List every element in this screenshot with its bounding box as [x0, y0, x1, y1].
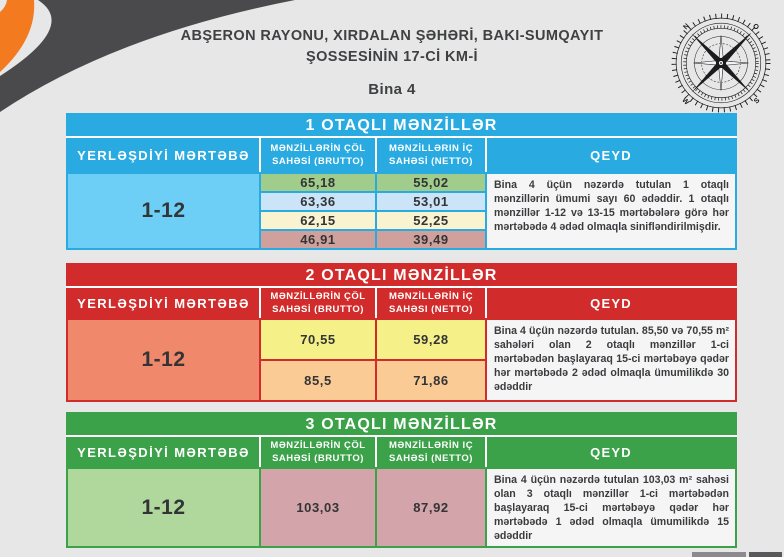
brutto-value: 63,36: [259, 191, 377, 212]
table-row: 63,36 53,01: [67, 191, 736, 212]
table-row: 1-12 65,18 55,02 Bina 4 üçün nəzərdə tut…: [66, 172, 737, 250]
column-header-brutto: MƏNZİLLƏRİN ÇÖL SAHƏSİ (BRUTTO): [259, 435, 377, 469]
page-title-line1: ABŞERON RAYONU, XIRDALAN ŞƏHƏRİ, BAKI-SU…: [180, 28, 604, 44]
table-title-three-room: 3 OTAQLI MƏNZİLLƏR: [66, 412, 737, 437]
note-cell: Bina 4 üçün nəzərdə tutulan 1 otaqlı mən…: [485, 172, 737, 250]
brutto-value: 62,15: [259, 210, 377, 231]
floor-range-cell: 1-12: [66, 318, 261, 402]
brutto-value: 85,5: [259, 359, 377, 402]
column-header-floor: YERLƏŞDİYİ MƏRTƏBƏ: [66, 435, 261, 469]
brutto-value: 70,55: [259, 318, 377, 361]
one-room-apartments-table: 1 OTAQLI MƏNZİLLƏR YERLƏŞDİYİ MƏRTƏBƏ MƏ…: [66, 113, 737, 250]
column-header-brutto: MƏNZİLLƏRİN ÇÖL SAHƏSİ (BRUTTO): [259, 136, 377, 174]
two-room-apartments-table: 2 OTAQLI MƏNZİLLƏR YERLƏŞDİYİ MƏRTƏBƏ MƏ…: [66, 263, 737, 402]
compass-letter-ne: O: [751, 22, 761, 32]
bottom-edge-fragment: [692, 552, 746, 557]
building-label: Bina 4: [368, 81, 416, 98]
netto-value: 59,28: [375, 318, 487, 361]
table-row: 1-12 103,03 87,92 Bina 4 üçün nəzərdə tu…: [66, 466, 737, 549]
brutto-value: 65,18: [259, 172, 377, 193]
note-text: Bina 4 üçün nəzərdə tutulan 103,03 m² sa…: [494, 474, 729, 543]
table-row: 85,5 71,86: [67, 359, 736, 402]
column-header-netto: MƏNZİLLƏRİN IÇ SAHƏSİ (NETTO): [375, 435, 487, 469]
table-row: 62,15 52,25: [67, 210, 736, 231]
floor-range-cell: 1-12: [66, 172, 261, 250]
column-header-note: QEYD: [485, 136, 737, 174]
note-text: Bina 4 üçün nəzərdə tutulan. 85,50 və 70…: [494, 325, 729, 394]
compass-letter-sw: W: [680, 96, 691, 107]
table-title-two-room: 2 OTAQLI MƏNZİLLƏR: [66, 263, 737, 288]
netto-value: 71,86: [375, 359, 487, 402]
table-title-one-room: 1 OTAQLI MƏNZİLLƏR: [66, 113, 737, 138]
page-title-line2: ŞOSSESİNİN 17-Cİ KM-İ: [306, 49, 478, 65]
compass-letter-se: S: [752, 96, 761, 105]
column-header-netto: MƏNZİLLƏRIN İÇ SAHƏSİ (NETTO): [375, 136, 487, 174]
table-row: 46,91 39,49: [67, 229, 736, 250]
column-header-note: QEYD: [485, 286, 737, 320]
compass-letter-nw: N: [682, 22, 691, 31]
note-text: Bina 4 üçün nəzərdə tutulan 1 otaqlı mən…: [494, 179, 729, 234]
compass-rose-icon: N O S W: [671, 13, 771, 113]
column-header-floor: YERLƏŞDİYİ MƏRTƏBƏ: [66, 136, 261, 174]
table-row: 1-12 70,55 59,28 Bina 4 üçün nəzərdə tut…: [66, 318, 737, 402]
floor-range-cell: 1-12: [66, 466, 261, 549]
netto-value: 55,02: [375, 172, 487, 193]
netto-value: 53,01: [375, 191, 487, 212]
brutto-value: 46,91: [259, 229, 377, 250]
three-room-apartments-table: 3 OTAQLI MƏNZİLLƏR YERLƏŞDİYİ MƏRTƏBƏ MƏ…: [66, 412, 737, 549]
column-header-floor: YERLƏŞDİYİ MƏRTƏBƏ: [66, 286, 261, 320]
column-header-note: QEYD: [485, 435, 737, 469]
note-cell: Bina 4 üçün nəzərdə tutulan. 85,50 və 70…: [485, 318, 737, 402]
column-header-brutto: MƏNZİLLƏRİN ÇÖL SAHƏSİ (BRUTTO): [259, 286, 377, 320]
netto-value: 87,92: [375, 466, 487, 549]
header: ABŞERON RAYONU, XIRDALAN ŞƏHƏRİ, BAKI-SU…: [0, 26, 784, 98]
netto-value: 52,25: [375, 210, 487, 231]
bottom-edge-fragment: [749, 552, 782, 557]
netto-value: 39,49: [375, 229, 487, 250]
column-header-netto: MƏNZİLLƏRİN İÇ SAHƏSI (NETTO): [375, 286, 487, 320]
note-cell: Bina 4 üçün nəzərdə tutulan 103,03 m² sa…: [485, 466, 737, 549]
brutto-value: 103,03: [259, 466, 377, 549]
corner-swoosh-decoration: [0, 0, 295, 112]
